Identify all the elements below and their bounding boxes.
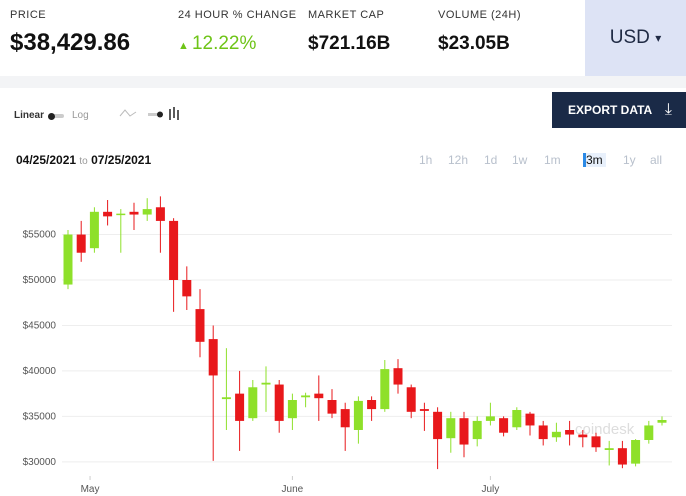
candle-body xyxy=(116,213,126,216)
candle-body xyxy=(142,209,152,215)
stat: MARKET CAP $721.16B xyxy=(308,9,390,55)
currency-select[interactable]: USD ▾ xyxy=(585,0,686,76)
stat: PRICE $38,429.86 xyxy=(10,9,130,57)
candle-body xyxy=(195,309,205,342)
chart: $30000 $35000 $40000 $45000 $50000 $55000 May J… xyxy=(23,196,672,495)
candle-body xyxy=(63,234,73,285)
range-button[interactable]: 12h xyxy=(448,153,469,167)
candle-body xyxy=(657,420,667,423)
log-option[interactable]: Log xyxy=(72,110,89,121)
date-range: 04/25/2021 to 07/25/2021 xyxy=(16,153,151,167)
stat-label: VOLUME (24H) xyxy=(438,9,522,21)
candle-body xyxy=(287,400,297,419)
change: 12.22% xyxy=(191,33,257,54)
stats-bar: PRICE $38,429.86 24 HOUR % CHANGE ▲ 12.22%… xyxy=(0,0,686,88)
y-tick-label: $35000 xyxy=(23,411,57,422)
stat-value: ▲ 12.22% xyxy=(178,33,257,54)
stat: VOLUME (24H) $23.05B xyxy=(438,9,521,55)
candle-body xyxy=(644,425,654,440)
candle-body xyxy=(301,395,311,398)
range-button[interactable]: 1w xyxy=(512,153,528,167)
y-tick-label: $55000 xyxy=(23,230,57,241)
range-button[interactable]: 1h xyxy=(419,153,433,167)
range-button[interactable]: 1y xyxy=(623,153,636,167)
x-tick-label: May xyxy=(81,484,100,495)
stat: 24 HOUR % CHANGE ▲ 12.22% xyxy=(178,9,297,55)
stat-label: MARKET CAP xyxy=(308,9,385,21)
stat-label: PRICE xyxy=(10,9,47,21)
candle-body xyxy=(340,409,350,428)
x-tick-label: June xyxy=(282,484,304,495)
range-button[interactable]: 1d xyxy=(484,153,498,167)
candle-body xyxy=(103,211,113,217)
stat-value: $721.16B xyxy=(308,33,391,54)
stat-value: $23.05B xyxy=(438,33,510,54)
candle-body xyxy=(604,448,614,450)
candle-body xyxy=(155,207,165,221)
candle-body xyxy=(274,384,284,421)
candle-body xyxy=(406,387,416,412)
export-label: EXPORT DATA xyxy=(568,103,653,117)
date-to: 07/25/2021 xyxy=(91,153,152,167)
candle-body xyxy=(499,418,509,433)
candle-body xyxy=(459,418,469,445)
candle-body xyxy=(327,400,337,414)
candle-body xyxy=(235,393,245,421)
candle-body xyxy=(89,211,99,249)
range-button[interactable]: 1m xyxy=(544,153,561,167)
candle-body xyxy=(485,416,495,421)
candle-body xyxy=(169,220,179,280)
range-button[interactable]: all xyxy=(650,153,663,167)
candle-body xyxy=(419,409,429,411)
candle-body xyxy=(591,436,601,448)
candle-body xyxy=(525,413,535,426)
candle-body xyxy=(578,434,588,438)
candle-body xyxy=(353,400,363,430)
candle-body xyxy=(380,369,390,410)
candle-body xyxy=(182,280,192,297)
candle-body xyxy=(446,418,456,439)
candle-body xyxy=(433,411,443,440)
candle-body xyxy=(367,400,377,410)
candle-body xyxy=(631,440,641,464)
toggle[interactable] xyxy=(48,112,64,120)
candle-body xyxy=(314,393,324,399)
chart-style-toggle[interactable] xyxy=(118,106,182,122)
candle-body xyxy=(221,397,231,400)
candle-body xyxy=(617,448,627,465)
watermark: coindesk xyxy=(575,421,635,438)
export-button[interactable]: EXPORT DATA ⤓ xyxy=(552,92,686,128)
candle-body xyxy=(472,420,482,440)
y-tick-label: $30000 xyxy=(23,457,57,468)
date-from: 04/25/2021 xyxy=(16,153,77,167)
range-button[interactable]: 3m xyxy=(583,153,606,167)
stat-value: $38,429.86 xyxy=(10,29,131,56)
y-tick-label: $45000 xyxy=(23,320,57,331)
candle-body xyxy=(208,339,218,376)
linear-option[interactable]: Linear xyxy=(14,110,45,121)
y-tick-label: $40000 xyxy=(23,366,57,377)
x-tick-label: July xyxy=(482,484,500,495)
candle-body xyxy=(565,430,575,435)
candle-body xyxy=(512,410,522,428)
stat-label: 24 HOUR % CHANGE xyxy=(178,9,297,21)
candle-body xyxy=(551,431,561,438)
candle-body xyxy=(393,368,403,385)
date-sep: to xyxy=(79,156,88,167)
candle-body xyxy=(129,211,139,215)
y-tick-label: $50000 xyxy=(23,275,57,286)
currency: USD xyxy=(609,27,650,48)
candle-body xyxy=(261,382,271,385)
candle-body xyxy=(538,425,548,440)
candle-body xyxy=(76,234,86,253)
candle-body xyxy=(248,387,258,419)
